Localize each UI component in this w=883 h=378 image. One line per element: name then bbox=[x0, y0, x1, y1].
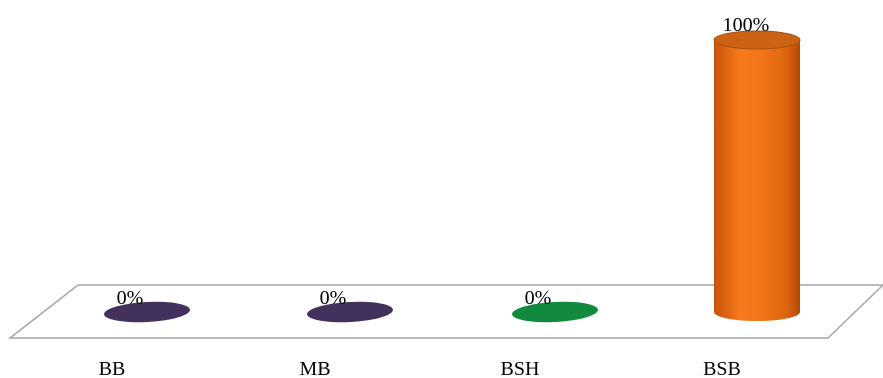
category-label-bsh: BSH bbox=[501, 358, 540, 378]
bar-mb bbox=[307, 301, 393, 323]
bar-bsh bbox=[512, 301, 598, 323]
bar-marks bbox=[104, 30, 801, 323]
category-label-mb: MB bbox=[299, 358, 330, 378]
bar-bsb bbox=[714, 40, 800, 321]
bar-bb bbox=[104, 301, 190, 323]
data-label-mb: 0% bbox=[320, 287, 347, 309]
data-label-bsb: 100% bbox=[723, 14, 770, 36]
data-label-bsh: 0% bbox=[525, 287, 552, 309]
data-label-bb: 0% bbox=[117, 287, 144, 309]
bar-bsb-top bbox=[713, 30, 801, 50]
chart-floor bbox=[7, 284, 883, 339]
category-label-bsb: BSB bbox=[703, 358, 741, 378]
bar-labels: 0% BB 0% MB 0% BSH 100% BSB bbox=[99, 14, 770, 378]
category-label-bb: BB bbox=[99, 358, 126, 378]
